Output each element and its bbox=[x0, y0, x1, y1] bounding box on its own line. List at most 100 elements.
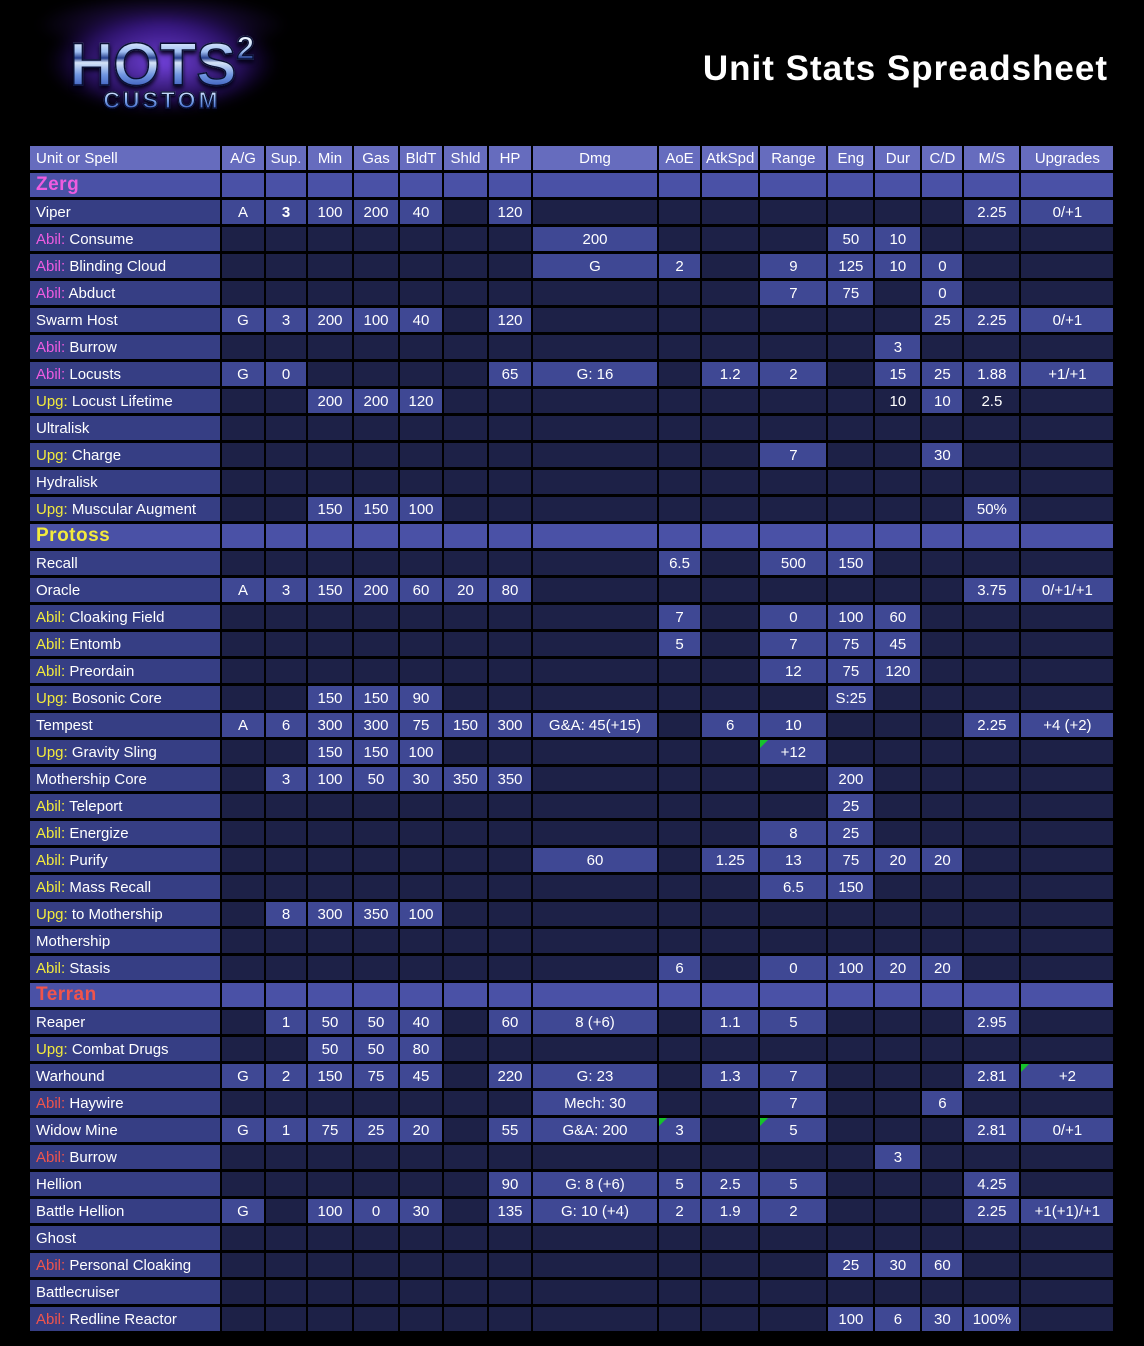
cell-cd[interactable] bbox=[922, 578, 963, 602]
cell-range[interactable]: 7 bbox=[760, 1091, 827, 1115]
cell-hp[interactable] bbox=[489, 902, 531, 926]
cell-eng[interactable] bbox=[828, 713, 874, 737]
cell-sup[interactable] bbox=[266, 1253, 306, 1277]
cell-ms[interactable]: 2.25 bbox=[964, 713, 1020, 737]
cell-dur[interactable]: 10 bbox=[875, 227, 921, 251]
cell-cd[interactable] bbox=[922, 875, 963, 899]
cell-bldt[interactable] bbox=[400, 1091, 442, 1115]
cell-atkspd[interactable] bbox=[702, 875, 759, 899]
cell-sup[interactable] bbox=[266, 335, 306, 359]
row-label[interactable]: Upg: Bosonic Core bbox=[30, 686, 220, 710]
cell-hp[interactable]: 55 bbox=[489, 1118, 531, 1142]
cell-hp[interactable] bbox=[489, 740, 531, 764]
cell-hp[interactable] bbox=[489, 605, 531, 629]
cell-cd[interactable] bbox=[922, 1064, 963, 1088]
cell-upg[interactable] bbox=[1021, 551, 1114, 575]
cell-sup[interactable]: 3 bbox=[266, 308, 306, 332]
cell-gas[interactable] bbox=[354, 875, 398, 899]
cell-dur[interactable] bbox=[875, 1280, 921, 1304]
row-label[interactable]: Abil: Burrow bbox=[30, 1145, 220, 1169]
cell-aoe[interactable] bbox=[659, 875, 700, 899]
section-cell[interactable] bbox=[964, 173, 1020, 197]
cell-atkspd[interactable]: 1.25 bbox=[702, 848, 759, 872]
cell-dmg[interactable] bbox=[533, 929, 657, 953]
cell-aoe[interactable]: 6 bbox=[659, 956, 700, 980]
cell-hp[interactable] bbox=[489, 632, 531, 656]
cell-gas[interactable]: 200 bbox=[354, 578, 398, 602]
cell-ag[interactable] bbox=[222, 281, 264, 305]
cell-sup[interactable] bbox=[266, 740, 306, 764]
cell-aoe[interactable] bbox=[659, 794, 700, 818]
cell-ms[interactable] bbox=[964, 767, 1020, 791]
cell-ms[interactable] bbox=[964, 281, 1020, 305]
row-label[interactable]: Upg: Combat Drugs bbox=[30, 1037, 220, 1061]
cell-sup[interactable]: 3 bbox=[266, 200, 306, 224]
cell-range[interactable] bbox=[760, 1145, 827, 1169]
cell-gas[interactable] bbox=[354, 335, 398, 359]
row-label[interactable]: Mothership Core bbox=[30, 767, 220, 791]
cell-range[interactable]: 12 bbox=[760, 659, 827, 683]
cell-dur[interactable]: 60 bbox=[875, 605, 921, 629]
cell-eng[interactable] bbox=[828, 308, 874, 332]
row-label[interactable]: Abil: Redline Reactor bbox=[30, 1307, 220, 1331]
cell-upg[interactable] bbox=[1021, 1280, 1114, 1304]
cell-shld[interactable] bbox=[444, 632, 487, 656]
cell-range[interactable]: 7 bbox=[760, 1064, 827, 1088]
cell-aoe[interactable] bbox=[659, 578, 700, 602]
cell-ag[interactable] bbox=[222, 1037, 264, 1061]
row-label[interactable]: Oracle bbox=[30, 578, 220, 602]
cell-sup[interactable] bbox=[266, 929, 306, 953]
row-label[interactable]: Mothership bbox=[30, 929, 220, 953]
section-cell[interactable] bbox=[489, 524, 531, 548]
cell-shld[interactable] bbox=[444, 902, 487, 926]
row-label[interactable]: Battle Hellion bbox=[30, 1199, 220, 1223]
cell-gas[interactable] bbox=[354, 794, 398, 818]
cell-aoe[interactable]: 6.5 bbox=[659, 551, 700, 575]
cell-cd[interactable] bbox=[922, 821, 963, 845]
cell-gas[interactable]: 75 bbox=[354, 1064, 398, 1088]
cell-hp[interactable] bbox=[489, 1091, 531, 1115]
cell-ag[interactable] bbox=[222, 659, 264, 683]
cell-shld[interactable] bbox=[444, 1253, 487, 1277]
cell-aoe[interactable] bbox=[659, 281, 700, 305]
cell-atkspd[interactable] bbox=[702, 794, 759, 818]
cell-dmg[interactable] bbox=[533, 1253, 657, 1277]
cell-ms[interactable] bbox=[964, 335, 1020, 359]
cell-dmg[interactable] bbox=[533, 686, 657, 710]
cell-cd[interactable] bbox=[922, 1037, 963, 1061]
cell-upg[interactable] bbox=[1021, 416, 1114, 440]
cell-range[interactable] bbox=[760, 1037, 827, 1061]
cell-eng[interactable] bbox=[828, 335, 874, 359]
cell-shld[interactable] bbox=[444, 1307, 487, 1331]
cell-upg[interactable] bbox=[1021, 227, 1114, 251]
section-cell[interactable] bbox=[760, 173, 827, 197]
cell-hp[interactable]: 350 bbox=[489, 767, 531, 791]
cell-ag[interactable]: G bbox=[222, 308, 264, 332]
section-cell[interactable] bbox=[922, 524, 963, 548]
row-label[interactable]: Abil: Haywire bbox=[30, 1091, 220, 1115]
cell-cd[interactable] bbox=[922, 659, 963, 683]
cell-shld[interactable] bbox=[444, 740, 487, 764]
cell-eng[interactable] bbox=[828, 443, 874, 467]
cell-dmg[interactable] bbox=[533, 605, 657, 629]
cell-hp[interactable] bbox=[489, 551, 531, 575]
cell-dur[interactable] bbox=[875, 1199, 921, 1223]
cell-eng[interactable] bbox=[828, 1226, 874, 1250]
section-cell[interactable] bbox=[828, 524, 874, 548]
cell-shld[interactable] bbox=[444, 875, 487, 899]
cell-dmg[interactable]: G bbox=[533, 254, 657, 278]
cell-eng[interactable] bbox=[828, 1118, 874, 1142]
cell-min[interactable]: 150 bbox=[308, 1064, 352, 1088]
cell-hp[interactable] bbox=[489, 335, 531, 359]
cell-upg[interactable]: +4 (+2) bbox=[1021, 713, 1114, 737]
cell-min[interactable] bbox=[308, 1226, 352, 1250]
cell-ms[interactable] bbox=[964, 227, 1020, 251]
cell-upg[interactable]: 0/+1 bbox=[1021, 308, 1114, 332]
cell-sup[interactable]: 3 bbox=[266, 578, 306, 602]
cell-dmg[interactable] bbox=[533, 659, 657, 683]
cell-range[interactable] bbox=[760, 1307, 827, 1331]
cell-eng[interactable]: 50 bbox=[828, 227, 874, 251]
cell-cd[interactable]: 6 bbox=[922, 1091, 963, 1115]
cell-range[interactable] bbox=[760, 200, 827, 224]
cell-aoe[interactable] bbox=[659, 362, 700, 386]
